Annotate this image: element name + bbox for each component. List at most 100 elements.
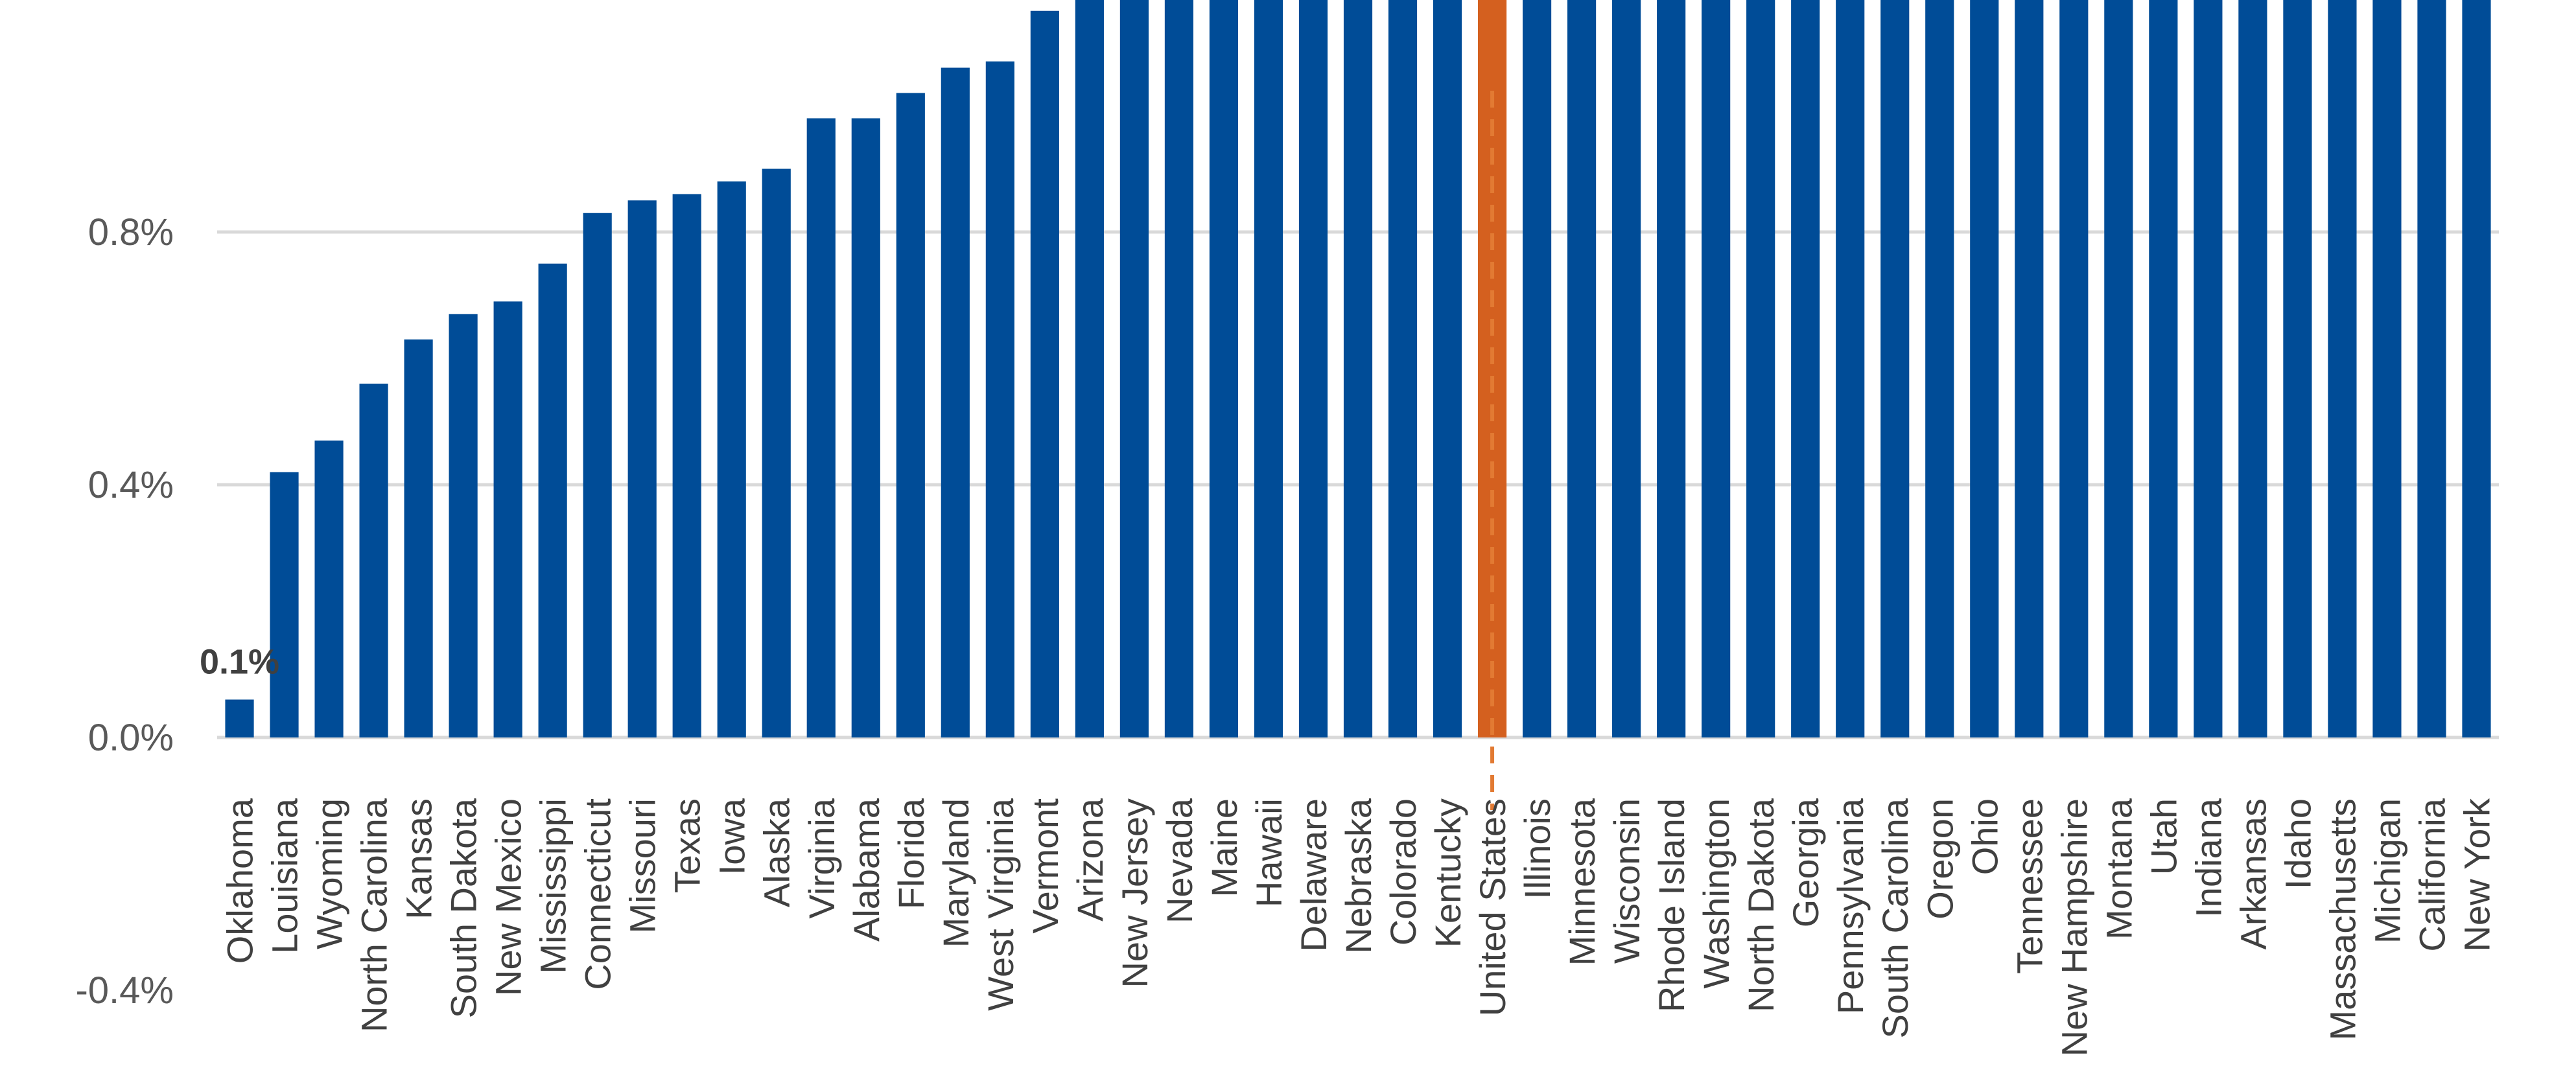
x-tick-label: Ohio (1964, 798, 2005, 875)
x-tick-label: Minnesota (1562, 798, 1602, 966)
y-tick-label: 0.0% (88, 717, 174, 759)
x-tick-label: United States (1472, 798, 1513, 1016)
bar (1298, 0, 1328, 737)
x-tick-label: Missouri (622, 798, 663, 933)
x-tick-label: South Dakota (443, 798, 484, 1018)
data-labels: 0.1%1.3%2.1% (200, 643, 279, 682)
x-tick-label: Colorado (1383, 798, 1423, 945)
bar (404, 339, 433, 737)
x-tick-label: North Dakota (1740, 798, 1781, 1012)
y-tick-label: 1.2% (88, 0, 174, 1)
bar (359, 384, 388, 737)
bars (225, 0, 2491, 737)
bar (2372, 0, 2402, 737)
x-tick-label: Georgia (1785, 798, 1826, 927)
bar (1791, 0, 1820, 737)
bar (538, 263, 567, 737)
bar-highlight (1477, 0, 1507, 737)
x-tick-label: New Jersey (1114, 798, 1155, 988)
x-tick-label: Nebraska (1338, 798, 1379, 954)
bar (2015, 0, 2044, 737)
bar (2328, 0, 2357, 737)
x-tick-label: Virginia (801, 798, 842, 919)
x-tick-label: Indiana (2188, 798, 2229, 918)
bar (1209, 0, 1239, 737)
bar (627, 200, 657, 737)
x-tick-label: Maryland (935, 798, 976, 947)
x-tick-label: Oklahoma (220, 798, 261, 964)
x-tick-label: Wyoming (309, 798, 350, 949)
x-tick-label: Illinois (1517, 798, 1558, 899)
x-tick-label: Tennessee (2009, 798, 2050, 974)
x-tick-label: Massachusetts (2322, 798, 2363, 1041)
x-tick-label: South Carolina (1875, 798, 1915, 1038)
data-label: 0.1% (200, 643, 279, 682)
x-tick-label: Connecticut (578, 798, 618, 990)
x-tick-label: New Hampshire (2054, 798, 2094, 1056)
bar (806, 118, 836, 737)
bar (1030, 10, 1059, 737)
bar (1970, 0, 1999, 737)
x-tick-label: New Mexico (488, 798, 529, 996)
y-tick-label: 0.4% (88, 464, 174, 506)
x-tick-label: Nevada (1159, 798, 1200, 923)
x-tick-label: Kansas (399, 798, 439, 920)
bar (1746, 0, 1775, 737)
x-tick-label: California (2411, 798, 2452, 951)
bar (493, 301, 522, 737)
bar (1254, 0, 1283, 737)
bar (1880, 0, 1910, 737)
bar (225, 699, 254, 737)
bar (672, 194, 701, 737)
x-tick-label: Arkansas (2232, 798, 2273, 949)
x-tick-label: Pennsylvania (1830, 798, 1871, 1014)
y-axis-ticks: -0.4%0.0%0.4%0.8%1.2%1.6%2.0% (75, 0, 174, 1012)
x-tick-label: Louisiana (264, 798, 305, 954)
bar (1702, 0, 1731, 737)
bar (1567, 0, 1597, 737)
bar (1343, 0, 1373, 737)
bar (2417, 0, 2446, 737)
bar (717, 181, 746, 737)
y-tick-label: -0.4% (75, 969, 174, 1012)
bar (2238, 0, 2267, 737)
bar (1164, 0, 1194, 737)
bar (1522, 0, 1552, 737)
x-tick-label: Vermont (1025, 798, 1066, 934)
bar (449, 314, 478, 737)
x-tick-label: Hawaii (1248, 798, 1289, 907)
x-tick-label: Delaware (1293, 798, 1334, 952)
x-tick-label: Oregon (1919, 798, 1960, 920)
bar (1119, 0, 1149, 737)
bar (896, 93, 925, 737)
x-tick-label: Idaho (2277, 798, 2318, 889)
bar (1388, 0, 1418, 737)
bar (583, 213, 612, 737)
x-tick-label: Arizona (1070, 798, 1110, 922)
bar (2059, 0, 2089, 737)
y-tick-label: 0.8% (88, 211, 174, 253)
bar (1925, 0, 1954, 737)
x-tick-label: West Virginia (980, 798, 1021, 1011)
x-tick-label: Rhode Island (1651, 798, 1692, 1012)
x-tick-label: Mississippi (533, 798, 574, 974)
x-tick-label: Wisconsin (1606, 798, 1647, 964)
bar (2149, 0, 2178, 737)
x-tick-label: North Carolina (354, 798, 395, 1032)
bar (985, 61, 1014, 737)
x-tick-label: Kentucky (1427, 798, 1468, 947)
bar (762, 168, 791, 737)
x-tick-label: Alaska (756, 798, 797, 907)
x-tick-label: Maine (1204, 798, 1245, 898)
x-tick-label: New York (2456, 798, 2497, 952)
bar (941, 67, 970, 737)
bar (1433, 0, 1462, 737)
x-tick-label: Washington (1696, 798, 1737, 989)
bar (1612, 0, 1641, 737)
x-axis-category-labels: Oklahoma Louisiana Wyoming North Carolina Ka… (220, 798, 2498, 1056)
x-tick-label: Alabama (846, 798, 887, 942)
x-tick-label: Florida (891, 798, 931, 909)
bar (2194, 0, 2223, 737)
